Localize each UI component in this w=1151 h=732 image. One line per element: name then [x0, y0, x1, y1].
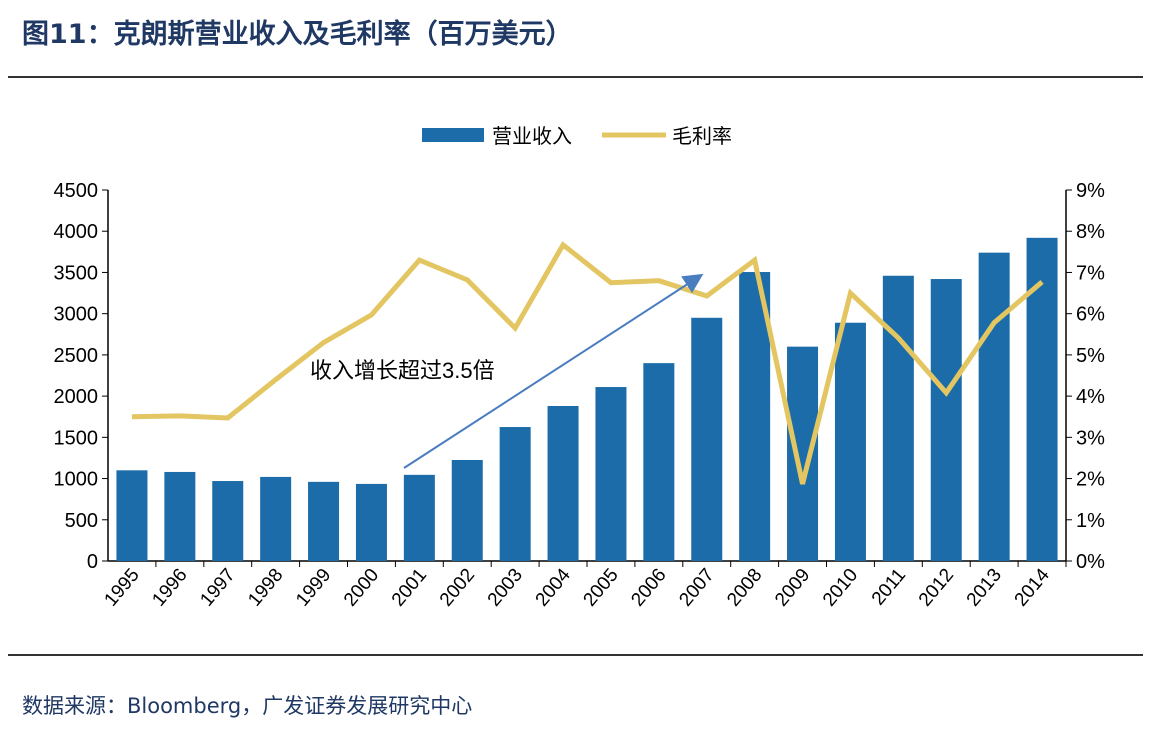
x-tick-label: 2001: [388, 565, 431, 611]
x-tick-label: 2012: [915, 565, 958, 611]
left-tick-label: 0: [87, 551, 98, 573]
right-tick-label: 4%: [1076, 386, 1105, 408]
legend-bar-label: 营业收入: [492, 125, 572, 148]
x-tick-label: 2009: [771, 565, 814, 611]
top-divider: [8, 76, 1143, 78]
right-tick-label: 5%: [1076, 345, 1105, 367]
left-tick-label: 4500: [54, 180, 99, 202]
left-tick-label: 2000: [54, 386, 99, 408]
left-tick-label: 3500: [54, 262, 99, 284]
left-tick-label: 3000: [54, 304, 99, 326]
left-tick-label: 1500: [54, 427, 99, 449]
bottom-divider: [8, 654, 1143, 656]
x-tick-label: 2008: [723, 565, 766, 611]
x-tick-label: 1999: [292, 565, 335, 611]
bar-2002: [451, 460, 483, 561]
right-tick-label: 8%: [1076, 221, 1105, 243]
bar-2009: [787, 346, 819, 561]
bar-1999: [308, 481, 340, 561]
x-tick-label: 2000: [340, 565, 383, 611]
left-tick-label: 1000: [54, 469, 99, 491]
left-tick-label: 2500: [54, 345, 99, 367]
bar-2004: [547, 406, 579, 561]
bar-2007: [691, 317, 723, 561]
figure-title: 图11：克朗斯营业收入及毛利率（百万美元）: [22, 19, 573, 50]
bar-2014: [1026, 237, 1058, 561]
x-tick-label: 2006: [627, 565, 670, 611]
right-tick-label: 9%: [1076, 180, 1105, 202]
bar-2000: [355, 483, 387, 561]
bar-2006: [643, 363, 675, 561]
growth-arrow: [403, 273, 704, 469]
bar-2011: [882, 275, 914, 561]
legend-bar-swatch: [422, 128, 484, 142]
x-tick-label: 2007: [675, 565, 718, 611]
x-tick-label: 2014: [1011, 564, 1055, 610]
x-tick-label: 1998: [244, 565, 287, 611]
bar-2001: [403, 474, 435, 561]
bar-1998: [260, 476, 292, 561]
left-tick-label: 4000: [54, 221, 99, 243]
margin-line: [131, 241, 1044, 485]
left-tick-label: 500: [65, 510, 98, 532]
x-tick-label: 1995: [101, 565, 144, 611]
bar-1995: [116, 470, 148, 561]
x-tick-label: 1997: [196, 565, 239, 611]
right-tick-label: 0%: [1076, 551, 1105, 573]
x-tick-label: 1996: [148, 565, 191, 611]
bar-2013: [978, 252, 1010, 561]
bar-2003: [499, 427, 531, 561]
right-tick-label: 2%: [1076, 469, 1105, 491]
x-tick-label: 2005: [580, 565, 623, 611]
x-tick-label: 2003: [484, 565, 527, 611]
right-tick-label: 3%: [1076, 427, 1105, 449]
bar-2005: [595, 387, 627, 561]
bar-1996: [164, 471, 196, 561]
x-tick-label: 2004: [532, 564, 576, 610]
source-note: 数据来源：Bloomberg，广发证券发展研究中心: [22, 694, 473, 718]
right-tick-label: 6%: [1076, 304, 1105, 326]
right-tick-label: 1%: [1076, 510, 1105, 532]
right-tick-label: 7%: [1076, 262, 1105, 284]
x-tick-label: 2010: [819, 565, 862, 611]
x-tick-label: 2011: [868, 565, 910, 610]
bar-2010: [834, 322, 866, 561]
legend-line-label: 毛利率: [672, 125, 732, 148]
bar-1997: [212, 481, 244, 561]
bar-2012: [930, 279, 962, 561]
annotation-text: 收入增长超过3.5倍: [310, 358, 495, 383]
x-tick-label: 2002: [436, 565, 479, 611]
x-tick-label: 2013: [963, 565, 1006, 611]
